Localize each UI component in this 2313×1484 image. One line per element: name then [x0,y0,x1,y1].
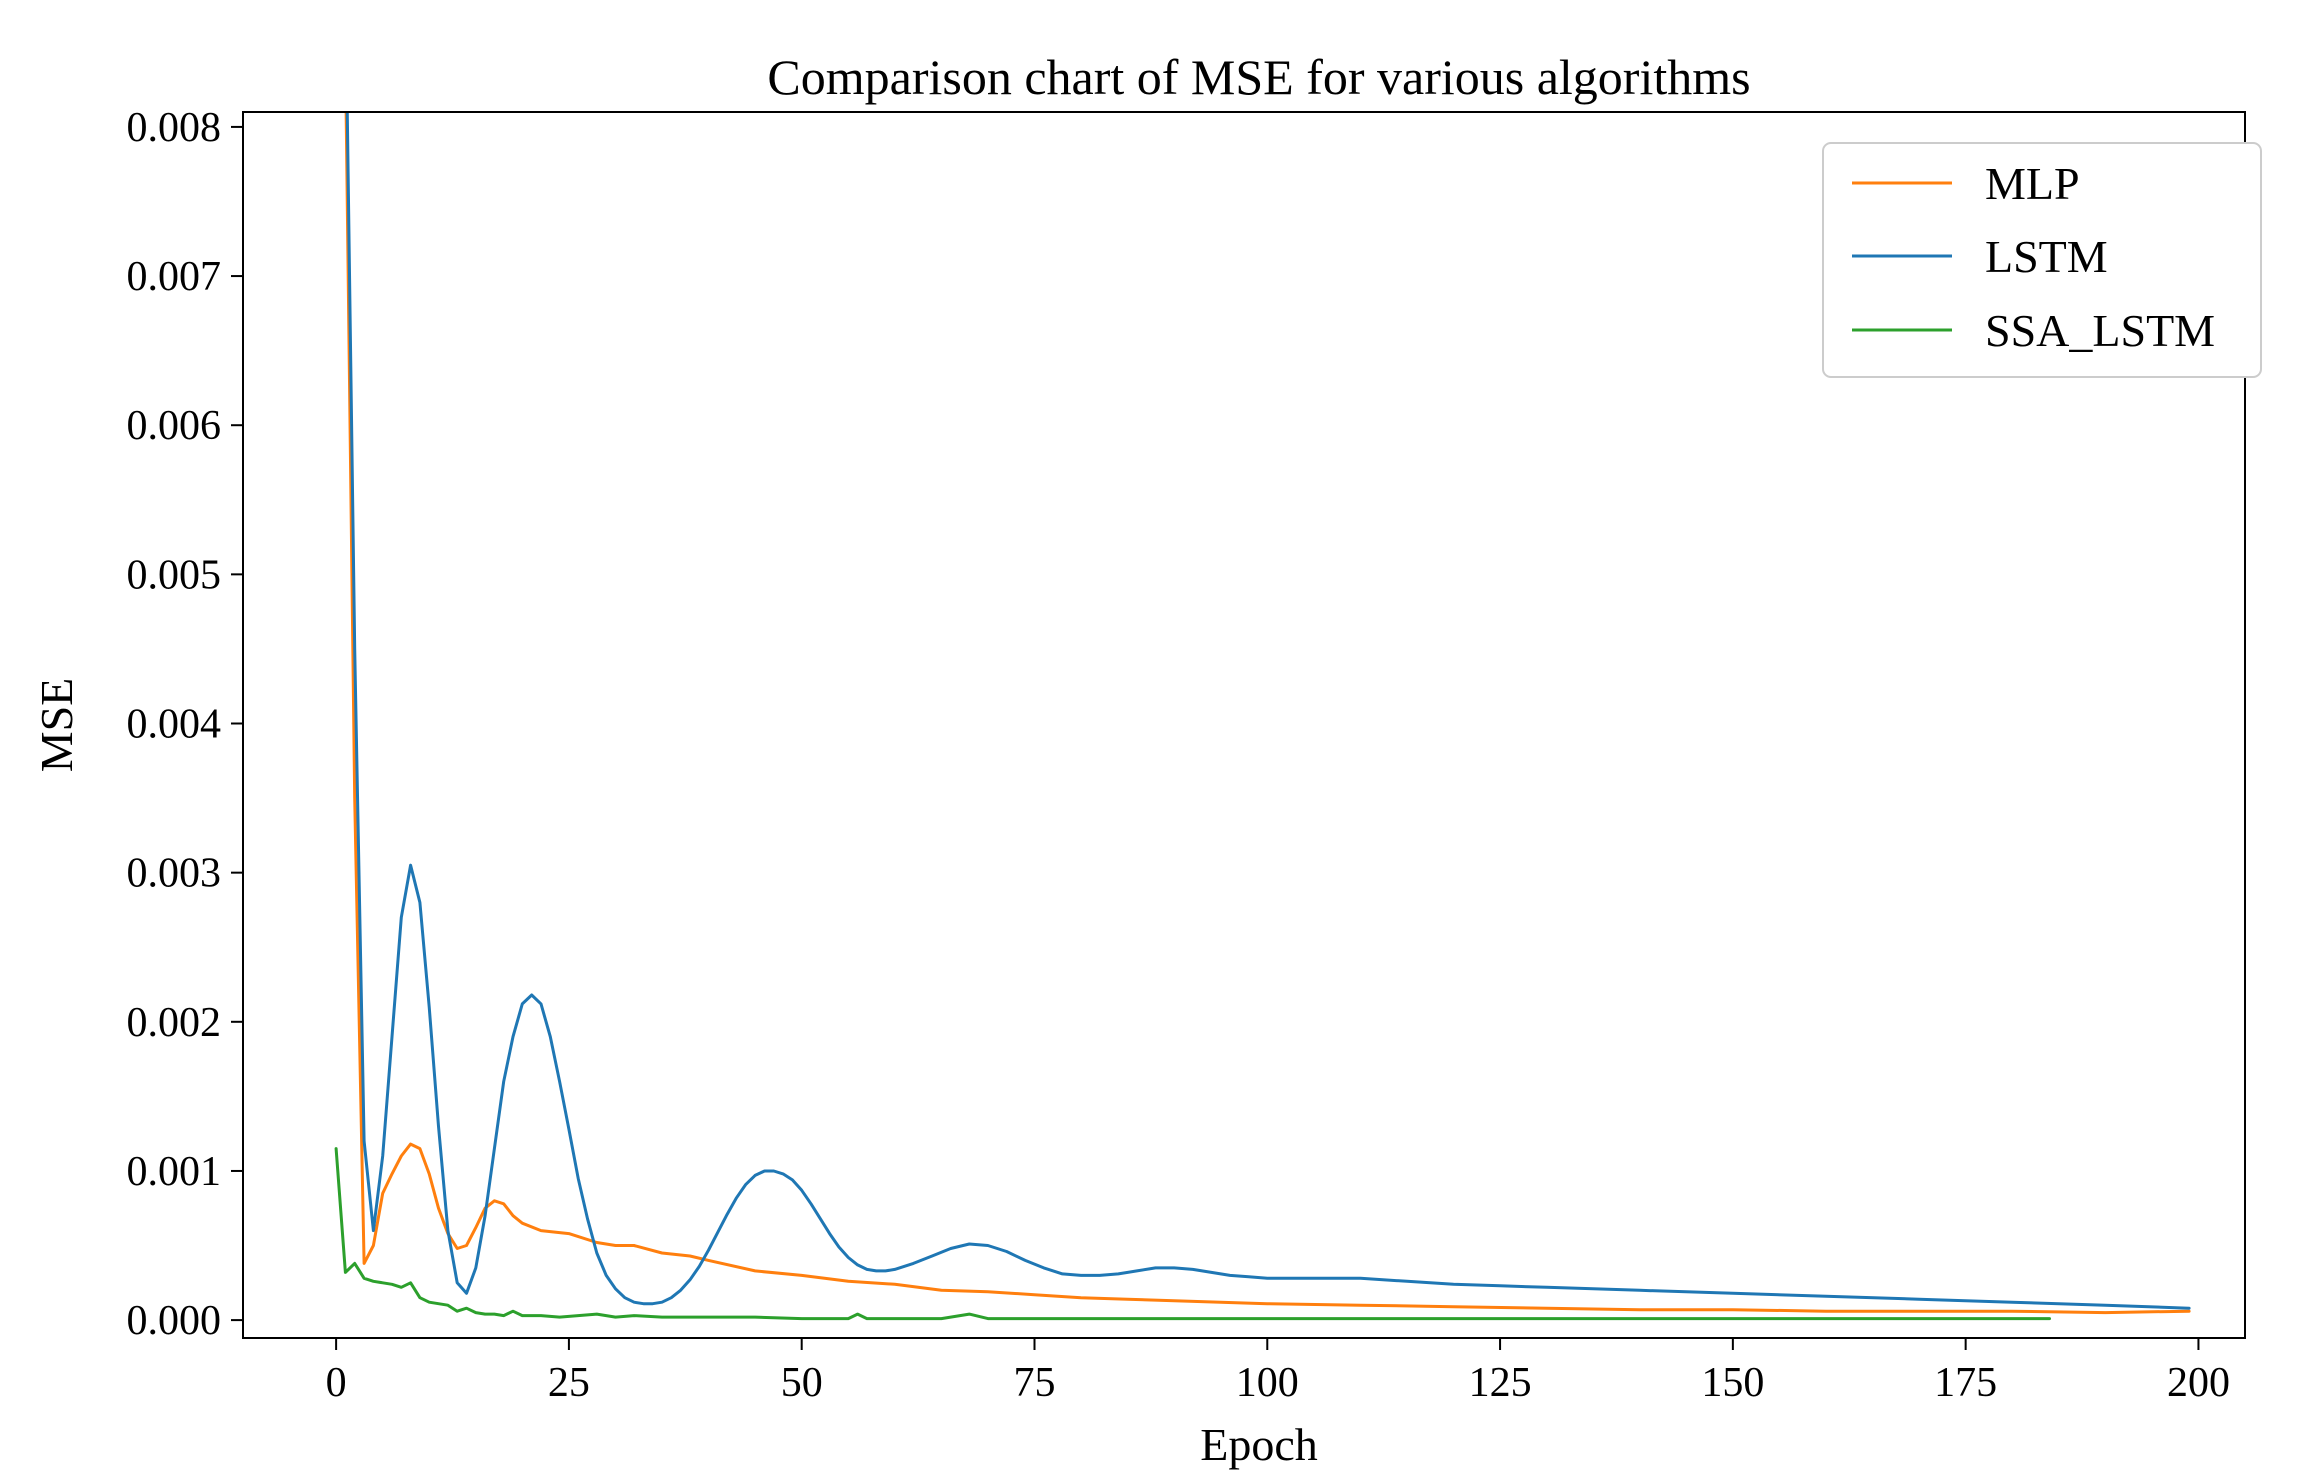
legend-label-ssa-lstm: SSA_LSTM [1985,305,2215,356]
y-tick-label: 0.008 [127,105,222,151]
x-axis-ticks: 0 25 50 75 100 125 150 175 200 [326,1338,2230,1406]
series-line-lstm [345,112,2191,1310]
y-tick-label: 0.005 [127,552,222,598]
y-tick-label: 0.003 [127,851,222,897]
y-tick-label: 0.006 [127,403,222,449]
y-tick-label: 0.004 [127,702,222,748]
legend-label-mlp: MLP [1985,158,2080,209]
x-tick-label: 125 [1469,1360,1532,1406]
legend: MLP LSTM SSA_LSTM [1822,142,2262,378]
plot-area-frame [242,111,2246,1339]
series-line-ssa-lstm [334,1147,2051,1321]
series-line-mlp [344,112,2191,1315]
x-tick-label: 0 [326,1360,347,1406]
x-axis-label: Epoch [1200,1419,1318,1470]
y-axis-ticks: 0.000 0.001 0.002 0.003 0.004 0.005 0.006 0.007… [127,105,243,1344]
y-tick-label: 0.002 [127,1000,222,1046]
legend-frame [1822,142,2262,378]
y-tick-label: 0.001 [127,1149,222,1195]
chart-title: Comparison chart of MSE for various algo… [767,49,1750,105]
x-tick-label: 100 [1236,1360,1299,1406]
y-tick-label: 0.007 [127,254,222,300]
series-layer [334,112,2191,1321]
legend-label-lstm: LSTM [1985,231,2108,282]
x-tick-label: 50 [781,1360,823,1406]
x-tick-label: 25 [548,1360,590,1406]
x-tick-label: 150 [1701,1360,1764,1406]
x-tick-label: 175 [1934,1360,1997,1406]
y-tick-label: 0.000 [127,1298,222,1344]
y-axis-label: MSE [31,678,82,773]
x-tick-label: 75 [1013,1360,1055,1406]
x-tick-label: 200 [2167,1360,2230,1406]
